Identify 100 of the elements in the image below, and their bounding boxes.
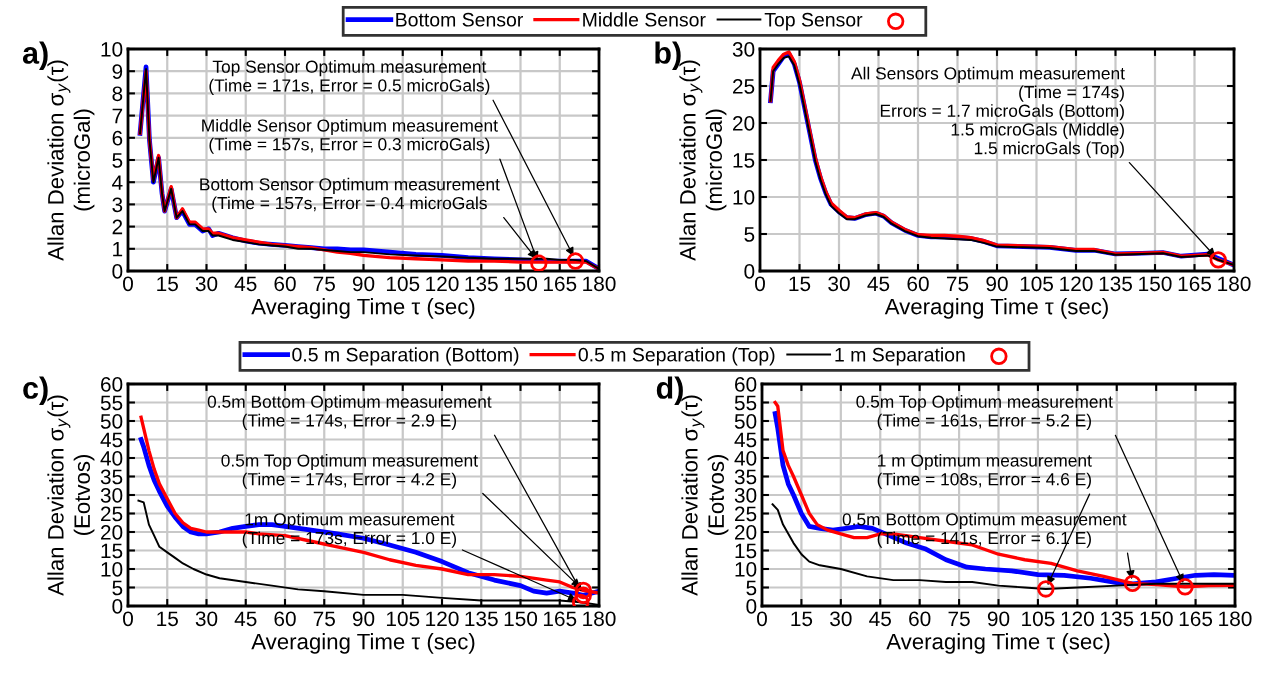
x-tick-label: 105 xyxy=(1022,611,1055,627)
y-tick-label: 55 xyxy=(100,395,123,411)
y-tick-label: 5 xyxy=(112,153,123,168)
annotation: 0.5m Bottom Optimum measurement (Time = 174s, Error = 2.9 E) xyxy=(207,395,492,430)
x-tick-label: 30 xyxy=(828,276,850,292)
y-tick-label: 20 xyxy=(101,525,123,540)
y-tick-label: 5 xyxy=(112,580,123,596)
y-tick-label: 25 xyxy=(733,79,755,94)
x-tick-label: 105 xyxy=(1020,276,1054,292)
annotation: Bottom Sensor Optimum measurement (Time = 157s, Error = 0.4 microGals xyxy=(200,177,500,213)
y-tick-label: 10 xyxy=(735,562,757,577)
chart-title: a) xyxy=(22,41,48,70)
x-tick-label: 135 xyxy=(465,276,498,292)
legend-label: 0.5 m Separation (Top) xyxy=(578,347,775,366)
x-tick-label: 165 xyxy=(1178,276,1212,292)
x-tick-label: 120 xyxy=(426,611,459,627)
y-tick-label: 25 xyxy=(735,506,757,522)
x-tick-label: 120 xyxy=(1061,611,1094,627)
x-tick-label: 75 xyxy=(948,611,970,627)
x-tick-label: 0 xyxy=(757,611,767,627)
x-tick-label: 0 xyxy=(123,611,133,627)
y-tick-label: 40 xyxy=(100,451,123,466)
annotation: 0.5m Top Optimum measurement (Time = 174s, Error = 4.2 E) xyxy=(221,453,478,489)
x-tick-label: 60 xyxy=(274,276,296,292)
y-tick-label: 50 xyxy=(734,414,757,429)
x-tick-label: 45 xyxy=(234,611,257,627)
x-tick-label: 90 xyxy=(987,611,1010,627)
y-tick-label: 10 xyxy=(101,562,123,577)
x-tick-label: 60 xyxy=(909,611,931,627)
x-axis-title: Averaging Time τ (sec) xyxy=(884,298,1108,319)
x-tick-label: 30 xyxy=(830,611,852,627)
y-tick-label: 45 xyxy=(100,432,123,448)
x-tick-label: 15 xyxy=(157,276,178,292)
y-tick-label: 55 xyxy=(734,395,757,411)
x-tick-label: 15 xyxy=(157,611,178,627)
text: Allan Deviation σ$_{y}$(τ) (Eotvos) xyxy=(47,395,95,596)
y-tick-label: 10 xyxy=(101,42,123,57)
x-tick-label: 45 xyxy=(867,276,890,292)
x-tick-label: 15 xyxy=(791,611,813,627)
annotation: Middle Sensor Optimum measurement (Time = 157s, Error = 0.3 microGals) xyxy=(202,118,498,154)
y-tick-label: 5 xyxy=(744,227,755,242)
x-tick-label: 90 xyxy=(352,611,375,627)
x-tick-label: 165 xyxy=(543,611,577,627)
y-tick-label: 1 xyxy=(113,242,123,257)
x-tick-label: 15 xyxy=(789,276,811,292)
legend-label: 0.5 m Separation (Bottom) xyxy=(292,347,519,366)
chart-title: c) xyxy=(23,376,48,405)
y-tick-label: 0 xyxy=(744,264,755,279)
x-tick-label: 180 xyxy=(583,276,616,292)
y-tick-label: 25 xyxy=(101,506,123,522)
x-tick-label: 105 xyxy=(386,611,420,627)
y-tick-label: 15 xyxy=(101,543,123,559)
y-tick-label: 0 xyxy=(112,264,123,279)
y-tick-label: 2 xyxy=(112,219,123,235)
y-tick-label: 30 xyxy=(732,42,755,57)
x-tick-label: 0 xyxy=(123,276,133,292)
x-tick-label: 30 xyxy=(195,611,218,627)
y-tick-label: 0 xyxy=(112,599,123,614)
annotation: 1 m Optimum measurement (Time = 108s, Error = 4.6 E) xyxy=(877,453,1092,489)
annotation: Top Sensor Optimum measurement (Time = 171s, Error = 0.5 microGals) xyxy=(209,60,490,95)
y-tick-label: 50 xyxy=(100,414,123,429)
x-tick-label: 60 xyxy=(907,276,929,292)
y-tick-label: 5 xyxy=(746,580,757,596)
y-tick-label: 45 xyxy=(734,432,757,448)
y-tick-label: 60 xyxy=(735,377,757,392)
annotation: All Sensors Optimum measurement (Time = 174s) Errors = 1.7 microGals (Bottom) 1.5 microGals (Middle) 1.5 microGals (Top) xyxy=(851,66,1125,158)
y-tick-label: 40 xyxy=(734,451,757,466)
x-tick-label: 30 xyxy=(195,276,218,292)
legend-label: Middle Sensor xyxy=(583,12,706,27)
x-tick-label: 90 xyxy=(986,276,1008,292)
x-tick-label: 150 xyxy=(504,611,538,627)
y-tick-label: 15 xyxy=(735,543,757,559)
y-tick-label: 30 xyxy=(100,488,123,503)
x-axis-title: Averaging Time τ (sec) xyxy=(251,633,475,654)
x-tick-label: 150 xyxy=(1140,611,1173,627)
x-tick-label: 120 xyxy=(426,276,459,292)
text: Allan Deviation σ$_{y}$(τ) (microGal) xyxy=(679,60,727,261)
y-tick-label: 35 xyxy=(734,469,757,485)
text: Allan Deviation σ$_{y}$(τ) (microGal) xyxy=(47,60,95,261)
x-tick-label: 90 xyxy=(352,276,375,292)
legend-label: 1 m Separation xyxy=(835,347,965,366)
y-tick-label: 4 xyxy=(112,175,123,190)
y-tick-label: 8 xyxy=(112,86,123,102)
x-axis-title: Averaging Time τ (sec) xyxy=(886,633,1110,654)
x-tick-label: 165 xyxy=(1179,611,1213,627)
y-tick-label: 3 xyxy=(112,197,123,213)
x-tick-label: 75 xyxy=(313,611,335,627)
annotation: 0.5m Top Optimum measurement (Time = 161s, Error = 5.2 E) xyxy=(856,395,1113,430)
y-tick-label: 9 xyxy=(112,64,123,79)
y-tick-label: 20 xyxy=(733,116,755,131)
y-tick-label: 35 xyxy=(100,469,123,485)
x-tick-label: 180 xyxy=(1219,611,1252,627)
x-tick-label: 60 xyxy=(274,611,296,627)
x-tick-label: 75 xyxy=(313,276,335,292)
legend-label: Bottom Sensor xyxy=(396,12,523,27)
x-tick-label: 180 xyxy=(583,611,616,627)
x-tick-label: 150 xyxy=(1139,276,1172,292)
x-tick-label: 135 xyxy=(465,611,498,627)
x-tick-label: 165 xyxy=(543,276,577,292)
x-tick-label: 75 xyxy=(946,276,969,292)
